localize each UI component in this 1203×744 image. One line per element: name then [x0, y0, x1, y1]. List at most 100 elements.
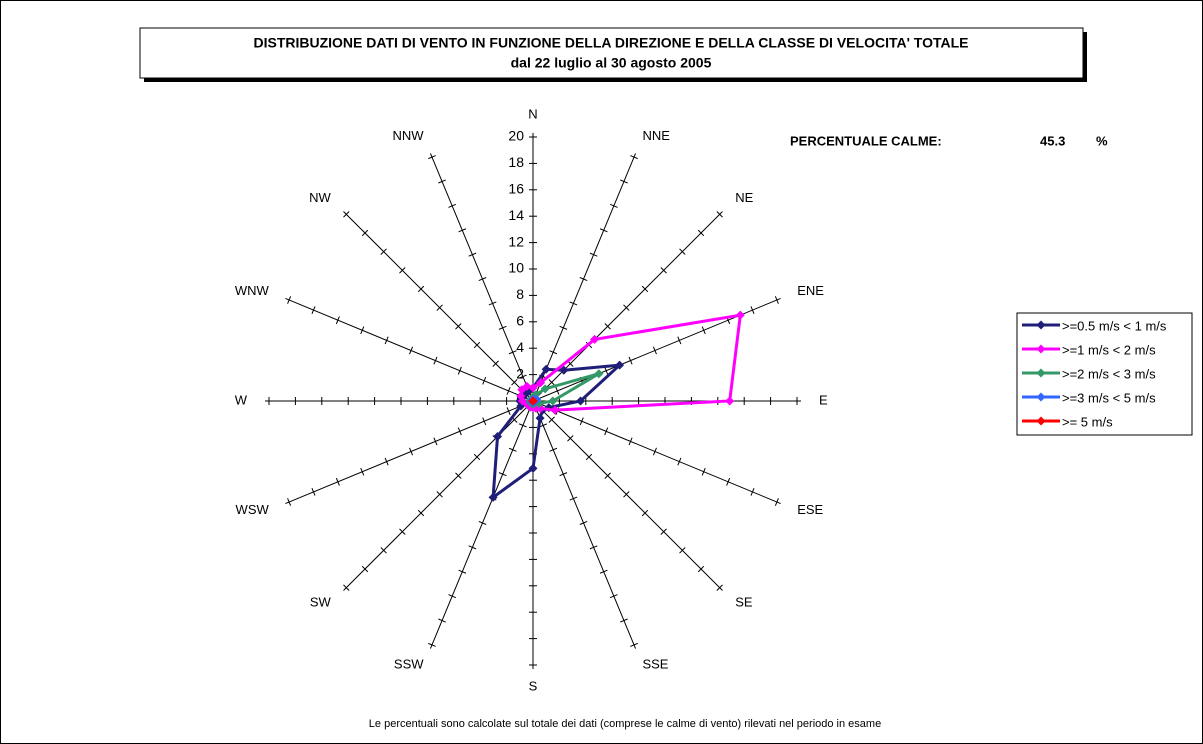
tick-mark — [623, 304, 630, 311]
title-box — [139, 27, 1084, 79]
data-marker — [535, 413, 545, 423]
data-marker — [528, 383, 538, 393]
tick-mark — [511, 379, 518, 386]
tick-mark — [492, 360, 499, 367]
direction-label: N — [528, 106, 537, 121]
r-tick-label: 16 — [508, 181, 524, 197]
tick-mark — [519, 423, 527, 428]
tick-mark — [559, 472, 568, 477]
tick-mark — [448, 594, 457, 599]
tick-mark — [409, 447, 414, 456]
direction-label: NNE — [642, 128, 670, 143]
r-tick-label: 10 — [508, 260, 524, 276]
footnote: Le percentuali sono calcolate sul totale… — [369, 718, 881, 730]
tick-mark — [433, 437, 438, 446]
tick-mark — [384, 457, 389, 466]
data-marker — [522, 381, 532, 391]
tick-mark — [311, 488, 316, 496]
data-marker — [576, 396, 586, 406]
tick-mark — [630, 642, 638, 647]
tick-mark — [482, 376, 487, 385]
tick-mark — [677, 336, 682, 345]
tick-mark — [438, 179, 446, 184]
tick-mark — [609, 594, 618, 599]
tick-mark — [589, 545, 598, 550]
tick-mark — [539, 423, 547, 428]
tick-mark — [774, 498, 779, 506]
tick-mark — [455, 472, 462, 479]
data-marker — [493, 431, 503, 441]
tick-mark — [623, 491, 630, 498]
legend-label: >=1 m/s < 2 m/s — [1062, 342, 1156, 357]
tick-mark — [506, 387, 511, 395]
tick-mark — [380, 547, 387, 554]
tick-mark — [604, 366, 609, 375]
tick-mark — [641, 509, 649, 517]
direction-label: W — [235, 392, 248, 407]
calm-unit: % — [1096, 133, 1108, 148]
data-marker — [594, 369, 604, 379]
direction-label: E — [819, 392, 828, 407]
tick-mark — [679, 547, 686, 554]
tick-mark — [604, 427, 609, 436]
r-tick-label: 8 — [516, 286, 524, 302]
legend-marker — [1036, 416, 1046, 426]
tick-mark — [458, 228, 467, 233]
tick-mark — [457, 427, 462, 436]
tick-mark — [567, 435, 574, 442]
spoke — [343, 211, 534, 402]
data-marker — [725, 396, 735, 406]
r-tick-label: 20 — [508, 128, 524, 144]
tick-mark — [428, 642, 436, 647]
legend-marker — [1036, 392, 1046, 402]
data-marker — [550, 405, 560, 415]
tick-mark — [384, 336, 389, 345]
tick-mark — [697, 565, 705, 573]
spoke — [285, 400, 534, 505]
tick-mark — [448, 203, 457, 208]
tick-mark — [620, 179, 628, 184]
tick-mark — [620, 618, 628, 623]
tick-mark — [457, 366, 462, 375]
tick-mark — [287, 296, 292, 304]
data-marker — [528, 396, 538, 406]
tick-mark — [628, 437, 633, 446]
tick-mark — [498, 472, 507, 477]
data-marker — [528, 463, 538, 473]
direction-label: SW — [310, 595, 332, 610]
calm-value: 45.3 — [1040, 133, 1065, 148]
direction-label: NW — [309, 190, 331, 205]
r-tick-label: 6 — [516, 313, 524, 329]
tick-mark — [380, 248, 387, 255]
chart-title: DISTRIBUZIONE DATI DI VENTO IN FUNZIONE … — [253, 35, 968, 51]
direction-label: WNW — [235, 283, 270, 298]
tick-mark — [417, 509, 425, 517]
legend-label: >=0.5 m/s < 1 m/s — [1062, 318, 1167, 333]
tick-mark — [399, 267, 406, 274]
tick-mark — [599, 228, 608, 233]
chart-subtitle: dal 22 luglio al 30 agosto 2005 — [511, 55, 712, 71]
tick-mark — [311, 306, 316, 314]
tick-mark — [468, 252, 477, 257]
tick-mark — [569, 301, 578, 306]
tick-mark — [360, 467, 365, 476]
tick-mark — [409, 346, 414, 355]
direction-label: NNW — [393, 128, 425, 143]
data-marker — [615, 360, 625, 370]
tick-mark — [641, 285, 649, 293]
direction-label: ESE — [797, 502, 823, 517]
tick-mark — [361, 229, 369, 237]
r-tick-label: 18 — [508, 154, 524, 170]
r-tick-label: 12 — [508, 233, 524, 249]
tick-mark — [287, 498, 292, 506]
tick-mark — [506, 407, 511, 415]
tick-mark — [458, 569, 467, 574]
direction-label: SE — [735, 595, 753, 610]
spoke — [532, 153, 637, 402]
spoke — [429, 153, 534, 402]
r-tick-label: 2 — [516, 365, 524, 381]
tick-mark — [697, 229, 705, 237]
tick-mark — [438, 618, 446, 623]
tick-mark — [630, 155, 638, 160]
